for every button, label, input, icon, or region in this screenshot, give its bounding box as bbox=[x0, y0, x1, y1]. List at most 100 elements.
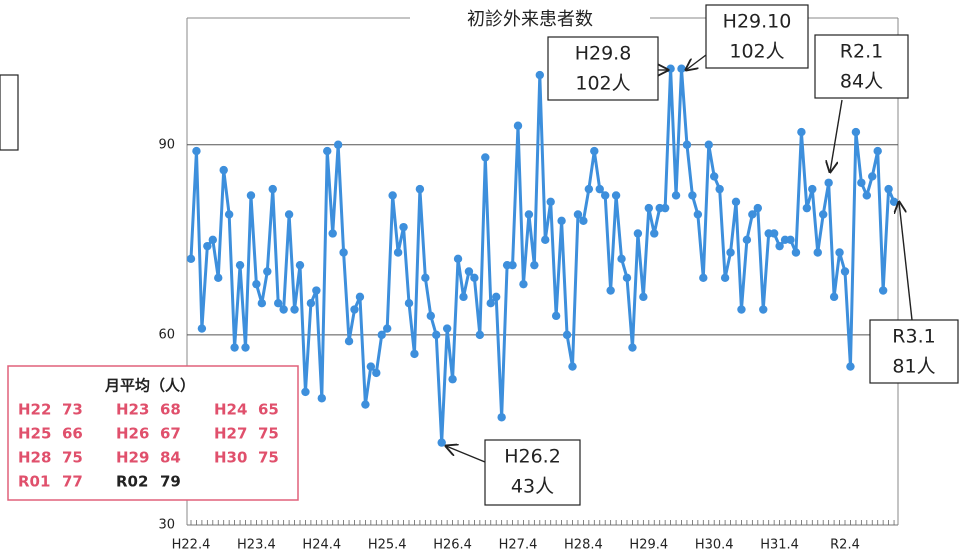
annotation-box bbox=[547, 36, 659, 101]
point bbox=[682, 140, 692, 149]
point bbox=[884, 184, 893, 194]
point bbox=[350, 305, 359, 314]
point bbox=[355, 292, 365, 302]
x-tick-label: H25.4 bbox=[368, 538, 407, 553]
annotation-box bbox=[705, 4, 809, 69]
x-tick-label: H30.4 bbox=[695, 538, 734, 553]
point bbox=[742, 235, 752, 245]
point bbox=[873, 146, 882, 156]
point bbox=[404, 298, 414, 308]
point bbox=[677, 64, 686, 73]
annotation-text: H26.2 bbox=[504, 446, 561, 468]
point bbox=[704, 140, 713, 149]
annotation-text: 102人 bbox=[575, 73, 630, 95]
average-label: R02 bbox=[116, 473, 148, 491]
average-value: 77 bbox=[62, 473, 83, 491]
average-label: H28 bbox=[18, 449, 51, 467]
point bbox=[840, 267, 850, 276]
point bbox=[197, 324, 207, 333]
annotation-arrow bbox=[899, 202, 913, 321]
point bbox=[862, 191, 871, 200]
average-value: 75 bbox=[258, 425, 279, 443]
point bbox=[279, 305, 288, 314]
point bbox=[295, 260, 305, 270]
point bbox=[693, 210, 703, 219]
point bbox=[263, 267, 272, 276]
annotation-text: 102人 bbox=[729, 41, 784, 63]
y-tick-label: 30 bbox=[158, 518, 175, 533]
point bbox=[710, 172, 719, 181]
point bbox=[829, 292, 839, 302]
average-value: 68 bbox=[160, 401, 181, 419]
point bbox=[568, 362, 577, 371]
average-box bbox=[7, 365, 299, 501]
x-tick-label: H23.4 bbox=[237, 538, 276, 553]
point bbox=[562, 330, 572, 340]
point bbox=[622, 273, 632, 283]
point bbox=[628, 343, 637, 352]
annotation-text: 84人 bbox=[840, 71, 883, 93]
line bbox=[189, 67, 896, 445]
average-label: H30 bbox=[214, 449, 247, 467]
point bbox=[813, 248, 822, 257]
average-value: 65 bbox=[258, 401, 279, 419]
average-value: 73 bbox=[62, 401, 83, 419]
y-tick-label: 90 bbox=[158, 137, 175, 152]
point bbox=[546, 197, 555, 206]
point bbox=[671, 191, 681, 200]
point bbox=[590, 146, 599, 156]
annotation-box bbox=[869, 319, 959, 384]
average-value: 75 bbox=[258, 449, 279, 467]
point bbox=[453, 254, 463, 264]
point bbox=[497, 413, 506, 422]
point bbox=[492, 292, 501, 302]
point bbox=[688, 191, 697, 200]
annotation-text: R3.1 bbox=[892, 326, 935, 348]
point bbox=[393, 248, 403, 257]
point bbox=[557, 216, 566, 225]
point bbox=[878, 286, 888, 295]
point bbox=[819, 210, 828, 219]
point bbox=[470, 273, 479, 283]
point bbox=[551, 311, 561, 321]
point bbox=[383, 324, 392, 333]
point bbox=[868, 172, 877, 181]
point bbox=[306, 298, 316, 308]
average-label: H26 bbox=[116, 425, 149, 443]
point bbox=[235, 260, 245, 270]
annotation-box bbox=[814, 34, 909, 99]
point bbox=[808, 184, 817, 194]
point bbox=[797, 127, 806, 137]
point bbox=[214, 273, 223, 283]
average-value: 79 bbox=[160, 473, 181, 491]
point bbox=[851, 127, 861, 137]
point bbox=[660, 203, 670, 213]
y-tick-label: 60 bbox=[158, 327, 175, 342]
x-tick-label: H28.4 bbox=[564, 538, 603, 553]
point bbox=[519, 279, 528, 289]
point bbox=[246, 191, 256, 200]
annotation-text: 81人 bbox=[892, 356, 935, 378]
point bbox=[639, 292, 648, 302]
point bbox=[699, 273, 708, 283]
point bbox=[786, 235, 795, 245]
point bbox=[524, 210, 534, 219]
point bbox=[344, 337, 354, 346]
point bbox=[726, 248, 735, 257]
annotation-text: R2.1 bbox=[840, 41, 883, 63]
annotation-box bbox=[484, 439, 581, 506]
point bbox=[274, 298, 283, 308]
point bbox=[317, 394, 326, 403]
point bbox=[606, 286, 615, 295]
point bbox=[753, 203, 762, 213]
point bbox=[508, 260, 517, 270]
average-label: H23 bbox=[116, 401, 149, 419]
average-label: R01 bbox=[18, 473, 50, 491]
point bbox=[372, 368, 381, 378]
point bbox=[230, 343, 239, 352]
point bbox=[737, 305, 746, 314]
point bbox=[284, 210, 294, 219]
point bbox=[186, 254, 196, 264]
point bbox=[464, 267, 474, 276]
point bbox=[432, 330, 441, 340]
